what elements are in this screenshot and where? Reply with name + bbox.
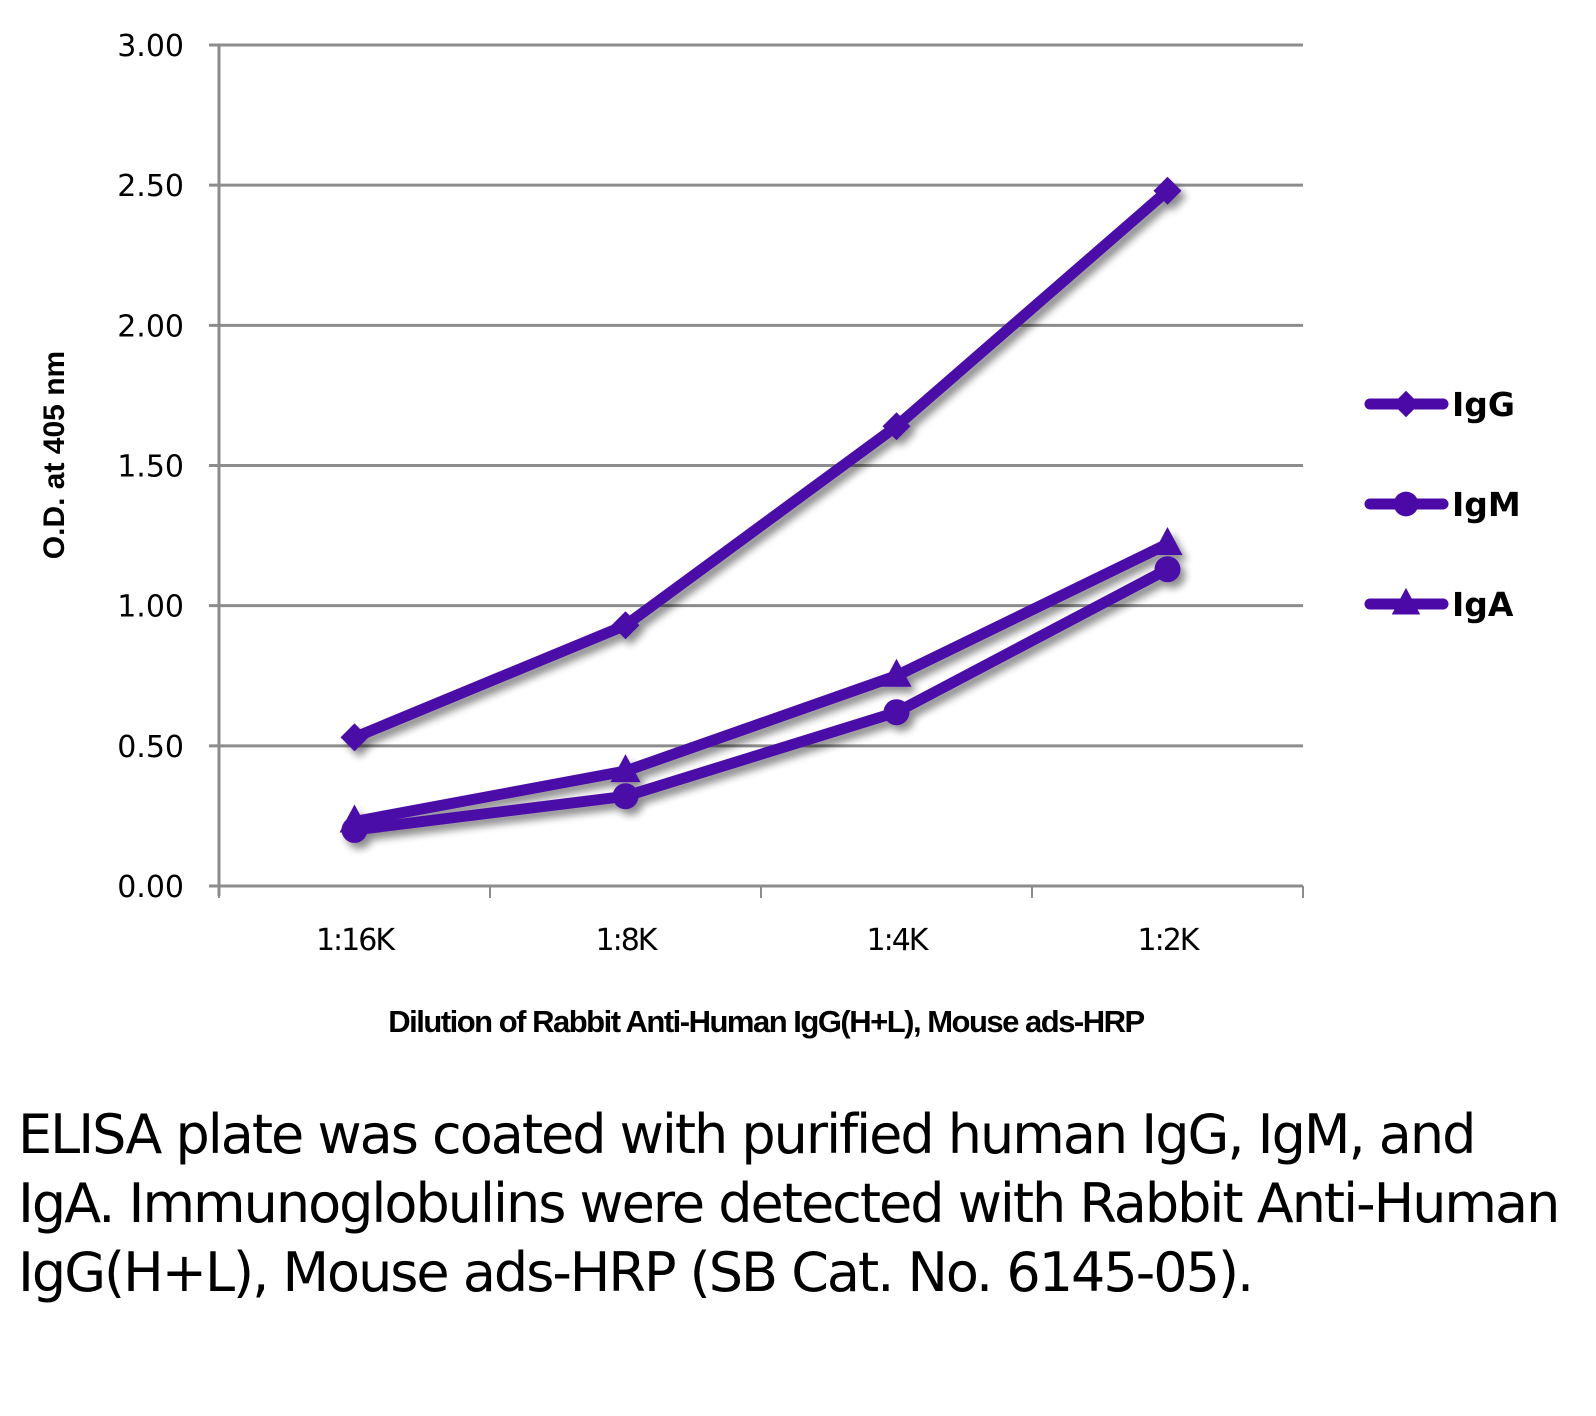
- data-point-IgM-1:4K: [883, 699, 910, 726]
- legend-item-IgG: IgG: [1364, 385, 1515, 424]
- data-point-IgA-1:8K: [610, 754, 641, 783]
- data-point-IgM-1:2K: [1154, 556, 1181, 583]
- x-tick-labels: 1:16K 1:8K 1:4K 1:2K: [316, 923, 1203, 958]
- axes: [217, 45, 1304, 898]
- y-axis-title: O.D. at 405 nm: [38, 351, 71, 559]
- data-point-IgG-1:4K: [882, 412, 911, 441]
- series-group: [339, 176, 1183, 843]
- data-point-IgG-1:2K: [1153, 176, 1182, 205]
- gridlines: [209, 43, 1303, 888]
- x-tick-label: 1:2K: [1138, 923, 1201, 958]
- data-point-IgG-1:8K: [611, 611, 640, 640]
- legend-marker-triangle-icon: [1391, 587, 1421, 615]
- x-axis-title: Dilution of Rabbit Anti-Human IgG(H+L), …: [388, 1004, 1144, 1039]
- data-point-IgA-1:4K: [881, 658, 912, 687]
- legend-label-IgM: IgM: [1452, 485, 1521, 524]
- y-tick-label: 3.00: [117, 29, 184, 64]
- series-line-IgA: [353, 539, 1170, 827]
- y-tick-label: 0.00: [117, 870, 184, 905]
- y-tick-label: 2.50: [117, 169, 184, 204]
- x-tick-label: 1:8K: [596, 923, 659, 958]
- data-point-IgG-1:16K: [340, 723, 369, 752]
- series-IgG: [340, 176, 1182, 752]
- elisa-line-chart: 0.000.501.001.502.002.503.00 1:16K 1:8K 1:…: [38, 29, 1521, 1039]
- legend: IgG IgM IgA: [1364, 385, 1521, 624]
- legend-item-IgM: IgM: [1364, 485, 1521, 524]
- series-line-IgM: [353, 564, 1171, 836]
- data-point-IgA-1:16K: [339, 804, 370, 833]
- legend-marker-diamond-icon: [1392, 390, 1420, 418]
- y-tick-label: 2.00: [117, 309, 184, 344]
- data-point-IgM-1:8K: [612, 783, 639, 810]
- series-IgA: [339, 526, 1183, 833]
- legend-label-IgA: IgA: [1452, 585, 1514, 624]
- y-tick-label: 1.00: [117, 590, 184, 625]
- y-tick-label: 1.50: [117, 450, 184, 485]
- y-tick-label: 0.50: [117, 730, 184, 765]
- x-tick-label: 1:16K: [316, 923, 396, 958]
- legend-marker-circle-icon: [1393, 491, 1419, 517]
- y-tick-labels: 0.00 0.50 1.00 1.50 2.00 2.50 3.00: [117, 29, 184, 905]
- series-line-IgG: [352, 186, 1172, 743]
- legend-item-IgA: IgA: [1364, 585, 1514, 624]
- figure-caption: ELISA plate was coated with purified hum…: [18, 1103, 1560, 1304]
- legend-label-IgG: IgG: [1452, 385, 1515, 424]
- x-tick-label: 1:4K: [867, 923, 930, 958]
- data-point-IgA-1:2K: [1152, 526, 1183, 555]
